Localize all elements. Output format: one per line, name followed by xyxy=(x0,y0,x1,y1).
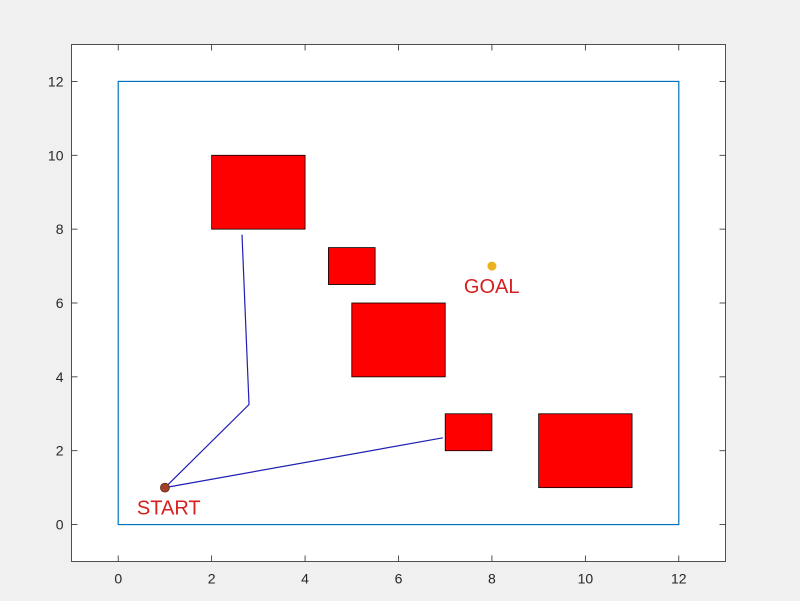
y-tick-label: 12 xyxy=(48,73,64,89)
goal-marker xyxy=(487,262,496,271)
start-marker xyxy=(160,483,169,492)
y-tick-label: 4 xyxy=(56,369,64,385)
goal-label: GOAL xyxy=(464,276,520,298)
x-tick-label: 12 xyxy=(671,571,687,587)
y-tick-label: 2 xyxy=(56,443,64,459)
x-tick-label: 6 xyxy=(395,571,403,587)
x-tick-label: 4 xyxy=(301,571,309,587)
y-tick-label: 6 xyxy=(56,295,64,311)
x-tick-label: 0 xyxy=(114,571,122,587)
x-tick-label: 2 xyxy=(208,571,216,587)
obstacle-2 xyxy=(328,248,375,285)
obstacle-5 xyxy=(539,414,632,488)
x-tick-label: 8 xyxy=(488,571,496,587)
obstacle-4 xyxy=(445,414,492,451)
y-tick-label: 8 xyxy=(56,221,64,237)
start-label: START xyxy=(137,498,201,520)
y-tick-label: 0 xyxy=(56,517,64,533)
x-tick-label: 10 xyxy=(578,571,594,587)
obstacle-3 xyxy=(352,303,445,377)
obstacle-1 xyxy=(212,155,305,229)
y-tick-label: 10 xyxy=(48,147,64,163)
